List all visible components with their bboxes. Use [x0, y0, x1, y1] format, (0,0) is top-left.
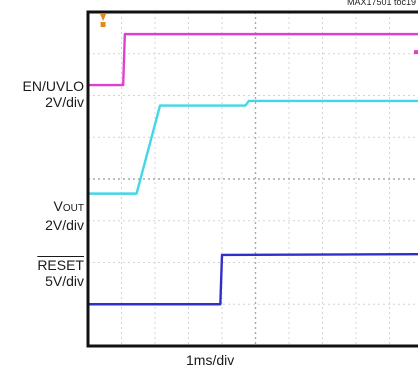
- trigger-level-dot: [100, 22, 106, 27]
- channel-name-vout: VOUT: [53, 198, 84, 214]
- trigger-marker: [100, 14, 418, 55]
- trigger-position-marker: [100, 14, 107, 21]
- x-axis-scale: 1ms/div: [186, 352, 235, 368]
- trace-en-uvlo: [88, 32, 418, 87]
- traces: [88, 32, 418, 306]
- grid: [88, 12, 418, 346]
- plot-frame: [86, 10, 418, 348]
- channel-name-vout-subscript: OUT: [62, 203, 84, 214]
- figure-id: MAX17501 toc19: [346, 0, 416, 7]
- channel-name-en-uvlo: EN/UVLO: [22, 78, 84, 94]
- channel-label-en-uvlo: EN/UVLO 2V/div: [0, 78, 84, 110]
- channel-label-vout: VOUT 2V/div: [0, 198, 84, 233]
- trace-reset: [88, 252, 418, 306]
- channel-scale-vout: 2V/div: [45, 217, 84, 233]
- channel-offset-marker: [414, 50, 418, 55]
- channel-scale-reset: 5V/div: [45, 273, 84, 289]
- channel-scale-en-uvlo: 2V/div: [45, 94, 84, 110]
- channel-label-reset: RESET 5V/div: [0, 257, 84, 289]
- trace-vout: [88, 99, 418, 195]
- channel-name-reset: RESET: [37, 257, 84, 273]
